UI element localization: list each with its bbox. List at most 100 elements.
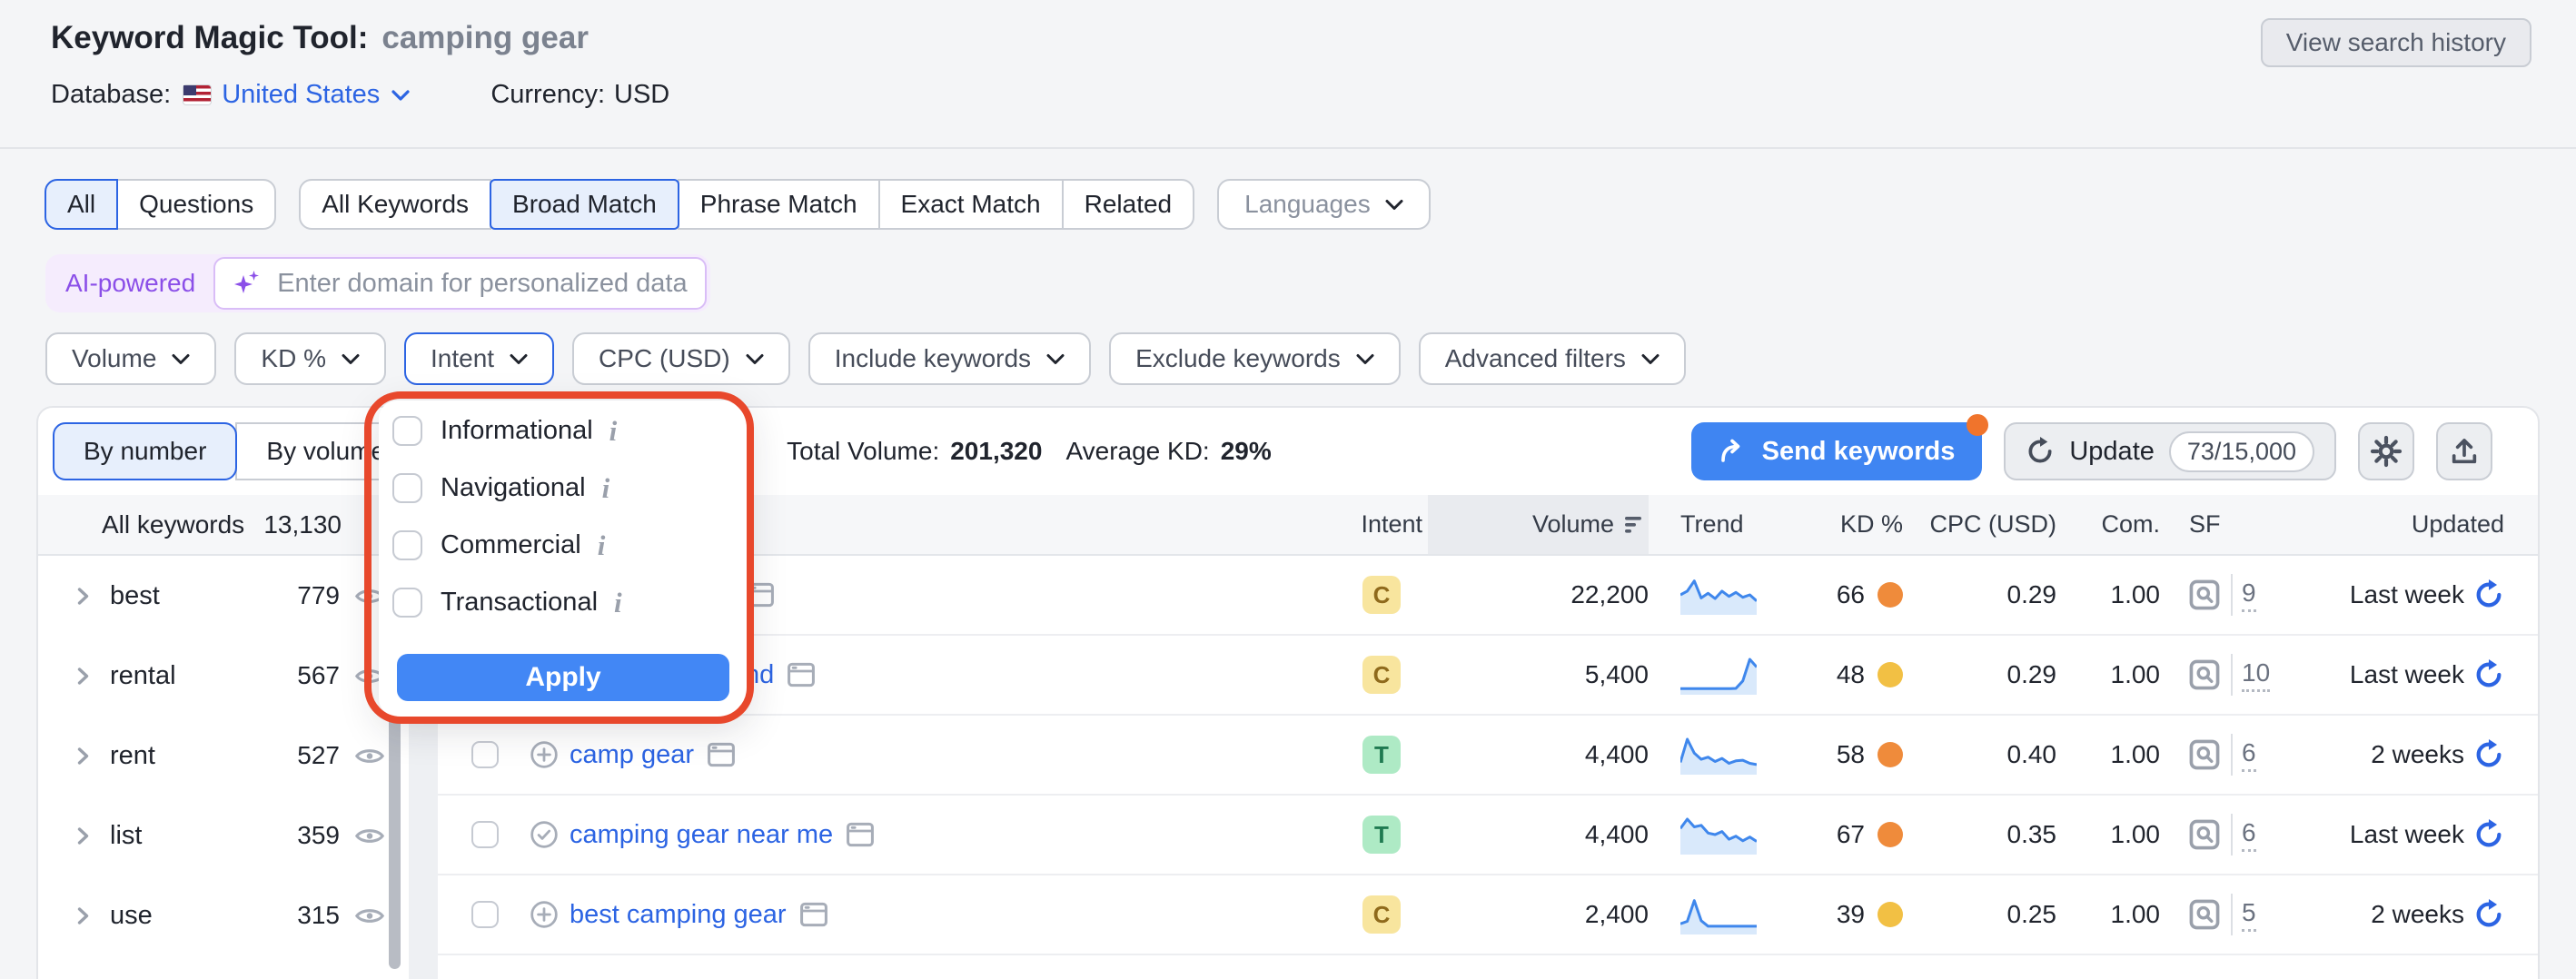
refresh-metrics-icon[interactable] (2473, 899, 2504, 930)
checkbox[interactable] (392, 530, 422, 560)
toggle-by-number[interactable]: By number (53, 422, 238, 480)
filter-volume[interactable]: Volume (45, 332, 217, 385)
header-trend[interactable]: Trend (1680, 510, 1744, 538)
tab-questions[interactable]: Questions (116, 179, 277, 230)
keyword-link[interactable]: camp gear (570, 739, 695, 769)
refresh-metrics-icon[interactable] (2473, 659, 2504, 690)
sf-value[interactable]: 6 (2242, 818, 2256, 852)
serp-features-icon[interactable] (846, 822, 875, 847)
chevron-down-icon (510, 353, 528, 364)
keyword-cell: camp gear (438, 716, 1283, 794)
intent-option-commercial[interactable]: Commercial i (392, 517, 748, 574)
checkbox[interactable] (392, 588, 422, 618)
row-checkbox[interactable] (471, 741, 499, 768)
database-select[interactable]: United States (222, 80, 411, 110)
intent-option-navigational[interactable]: Navigational i (392, 460, 748, 517)
checkbox[interactable] (392, 473, 422, 503)
serp-preview-icon[interactable] (2189, 819, 2220, 850)
sf-value[interactable]: 10 (2242, 658, 2271, 692)
header-cpc[interactable]: CPC (USD) (1929, 510, 2057, 538)
serp-preview-icon[interactable] (2189, 579, 2220, 610)
tab-all[interactable]: All (45, 179, 119, 230)
added-keyword-icon[interactable] (530, 820, 559, 849)
tab-all-keywords[interactable]: All Keywords (299, 179, 492, 230)
filter-label: Exclude keywords (1135, 344, 1341, 372)
info-icon[interactable]: i (614, 586, 622, 618)
header-volume[interactable]: Volume (1428, 495, 1649, 554)
filter-cpc[interactable]: CPC (USD) (572, 332, 790, 385)
intent-option-informational[interactable]: Informational i (392, 402, 748, 460)
refresh-metrics-icon[interactable] (2473, 579, 2504, 610)
total-volume-label: Total Volume: (787, 437, 940, 465)
eye-icon[interactable] (354, 905, 385, 926)
group-item-best[interactable]: best 779 (38, 556, 409, 636)
keyword-link[interactable]: camping gear near me (570, 819, 834, 849)
row-checkbox[interactable] (471, 821, 499, 848)
eye-icon[interactable] (354, 746, 385, 766)
sf-value[interactable]: 6 (2242, 738, 2256, 772)
kd-dot (1878, 662, 1903, 687)
group-count: 359 (297, 821, 340, 849)
tab-phrase-match[interactable]: Phrase Match (677, 179, 880, 230)
row-checkbox[interactable] (471, 901, 499, 928)
keyword-link[interactable]: best camping gear (570, 899, 787, 929)
languages-label: Languages (1244, 190, 1371, 218)
domain-input-placeholder: Enter domain for personalized data (277, 268, 688, 298)
checkbox[interactable] (392, 416, 422, 446)
filter-intent[interactable]: Intent (403, 332, 555, 385)
sf-value[interactable]: 9 (2242, 578, 2256, 612)
tab-related[interactable]: Related (1061, 179, 1195, 230)
header-com[interactable]: Com. (2101, 510, 2160, 538)
header-volume-label: Volume (1531, 510, 1614, 538)
sf-value[interactable]: 5 (2242, 898, 2256, 932)
serp-features-icon[interactable] (787, 662, 816, 687)
refresh-metrics-icon[interactable] (2473, 739, 2504, 770)
filter-exclude-keywords[interactable]: Exclude keywords (1109, 332, 1401, 385)
serp-features-icon[interactable] (746, 582, 775, 608)
kd-dot (1878, 582, 1903, 608)
cell-divider (2231, 734, 2233, 776)
tab-exact-match[interactable]: Exact Match (877, 179, 1064, 230)
cpc-value: 0.40 (2006, 740, 2057, 768)
serp-features-icon[interactable] (799, 902, 828, 927)
export-button[interactable] (2436, 422, 2492, 480)
filter-kd[interactable]: KD % (234, 332, 386, 385)
info-icon[interactable]: i (609, 414, 618, 447)
group-item-rent[interactable]: rent 527 (38, 716, 409, 796)
group-label: use (110, 900, 153, 930)
filter-include-keywords[interactable]: Include keywords (807, 332, 1092, 385)
chevron-right-icon (77, 906, 89, 925)
header-intent[interactable]: Intent (1361, 510, 1422, 538)
info-icon[interactable]: i (597, 529, 606, 561)
intent-option-transactional[interactable]: Transactional i (392, 574, 748, 631)
filters-row: Volume KD % Intent CPC (USD) Include key… (45, 332, 1686, 385)
group-item-use[interactable]: use 315 (38, 875, 409, 955)
filter-label: KD % (261, 344, 326, 372)
eye-icon[interactable] (354, 826, 385, 846)
serp-preview-icon[interactable] (2189, 899, 2220, 930)
serp-preview-icon[interactable] (2189, 739, 2220, 770)
update-button[interactable]: Update 73/15,000 (2004, 422, 2336, 480)
send-keywords-button[interactable]: Send keywords (1690, 414, 1989, 480)
tab-broad-match[interactable]: Broad Match (490, 179, 679, 230)
info-icon[interactable]: i (601, 471, 610, 504)
header-kd[interactable]: KD % (1839, 510, 1903, 538)
add-keyword-icon[interactable] (530, 900, 559, 929)
languages-dropdown[interactable]: Languages (1217, 179, 1431, 230)
filter-advanced[interactable]: Advanced filters (1418, 332, 1686, 385)
header-sf[interactable]: SF (2189, 510, 2221, 538)
serp-features-icon[interactable] (707, 742, 736, 767)
settings-button[interactable] (2358, 422, 2414, 480)
header-updated[interactable]: Updated (2411, 510, 2504, 538)
domain-input[interactable]: Enter domain for personalized data (213, 257, 708, 310)
view-search-history-button[interactable]: View search history (2260, 18, 2531, 67)
keyword-link[interactable]: nd (745, 659, 775, 689)
add-keyword-icon[interactable] (530, 740, 559, 769)
group-count: 567 (297, 661, 340, 689)
group-item-rental[interactable]: rental 567 (38, 636, 409, 716)
group-item-list[interactable]: list 359 (38, 796, 409, 875)
sidebar-header[interactable]: All keywords 13,130 (38, 495, 409, 556)
serp-preview-icon[interactable] (2189, 659, 2220, 690)
refresh-metrics-icon[interactable] (2473, 819, 2504, 850)
apply-button[interactable]: Apply (397, 654, 729, 701)
